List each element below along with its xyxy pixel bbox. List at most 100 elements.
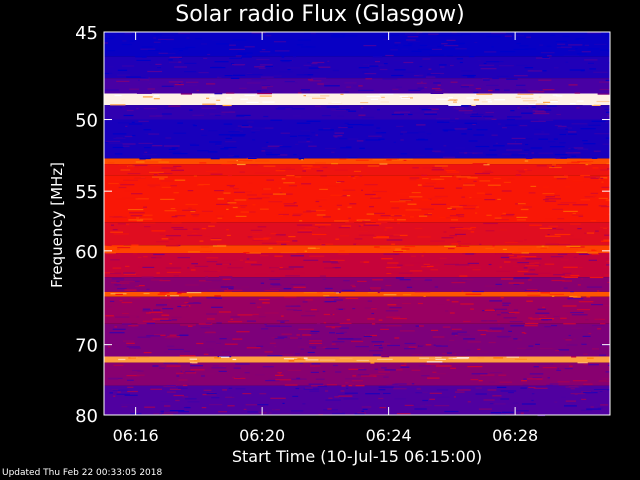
intensity-streak [504,261,511,263]
intensity-streak [328,102,343,104]
intensity-streak [348,217,351,219]
intensity-streak [542,193,555,195]
intensity-streak [190,144,200,146]
intensity-streak [312,61,325,64]
intensity-streak [338,253,350,255]
intensity-streak [157,67,161,69]
intensity-streak [586,160,594,163]
intensity-streak [143,292,150,295]
intensity-streak [209,113,226,115]
intensity-streak [133,280,140,282]
intensity-streak [572,180,584,182]
intensity-streak [144,132,156,134]
intensity-streak [264,323,267,325]
intensity-streak [515,89,527,91]
intensity-streak [361,328,371,330]
intensity-streak [327,408,332,410]
intensity-streak [421,199,430,201]
intensity-streak [450,206,463,208]
intensity-streak [193,360,200,362]
intensity-streak [471,90,477,92]
intensity-streak [579,266,583,269]
intensity-streak [606,33,610,35]
intensity-streak [591,389,607,391]
intensity-streak [331,163,338,165]
intensity-streak [518,171,526,173]
intensity-streak [218,411,227,413]
intensity-streak [275,234,286,236]
intensity-streak [434,195,448,198]
intensity-streak [439,175,453,178]
intensity-streak [199,162,207,164]
intensity-streak [284,296,297,298]
intensity-streak [325,326,342,328]
intensity-streak [395,248,406,250]
intensity-streak [190,210,196,213]
intensity-streak [228,131,240,133]
intensity-streak [325,301,337,303]
intensity-streak [467,177,478,179]
intensity-streak [173,394,184,397]
intensity-streak [166,365,181,367]
intensity-streak [187,251,200,253]
intensity-streak [259,95,272,97]
intensity-streak [185,305,189,307]
intensity-streak [200,58,204,60]
intensity-streak [484,199,496,201]
intensity-streak [163,145,180,147]
intensity-streak [391,159,403,161]
intensity-streak [485,193,492,195]
intensity-streak [547,55,552,57]
intensity-streak [485,111,494,114]
intensity-streak [563,248,578,250]
intensity-streak [595,177,608,179]
intensity-streak [603,239,610,241]
intensity-streak [273,75,282,77]
intensity-streak [605,137,610,139]
intensity-streak [359,147,365,149]
intensity-streak [165,245,179,247]
intensity-streak [483,222,498,225]
intensity-streak [185,203,198,206]
intensity-streak [393,141,396,143]
intensity-streak [348,110,357,112]
intensity-streak [296,377,301,379]
intensity-streak [221,164,232,166]
intensity-streak [311,363,321,365]
intensity-streak [207,151,218,153]
intensity-streak [374,212,385,214]
intensity-streak [516,84,526,86]
intensity-streak [261,193,275,195]
intensity-streak [367,318,375,320]
intensity-streak [482,78,489,80]
intensity-streak [303,259,319,261]
intensity-streak [186,37,190,39]
intensity-streak [466,205,478,207]
intensity-streak [140,48,156,50]
intensity-streak [226,184,236,187]
intensity-streak [301,46,316,48]
intensity-streak [146,288,150,290]
intensity-streak [237,125,251,127]
intensity-streak [411,383,415,385]
intensity-streak [306,120,321,122]
intensity-streak [598,178,601,180]
intensity-streak [115,293,123,295]
intensity-streak [178,50,183,52]
intensity-streak [334,220,349,222]
intensity-streak [503,317,517,319]
intensity-streak [595,230,599,232]
intensity-streak [331,262,340,264]
intensity-streak [545,196,555,198]
intensity-streak [517,203,526,205]
intensity-streak [390,201,406,203]
intensity-streak [286,167,291,169]
intensity-streak [121,312,129,315]
intensity-streak [547,234,550,236]
intensity-streak [256,197,270,199]
intensity-streak [408,113,413,116]
intensity-streak [486,99,492,101]
intensity-streak [270,283,281,285]
intensity-streak [252,204,256,206]
intensity-streak [169,56,182,58]
